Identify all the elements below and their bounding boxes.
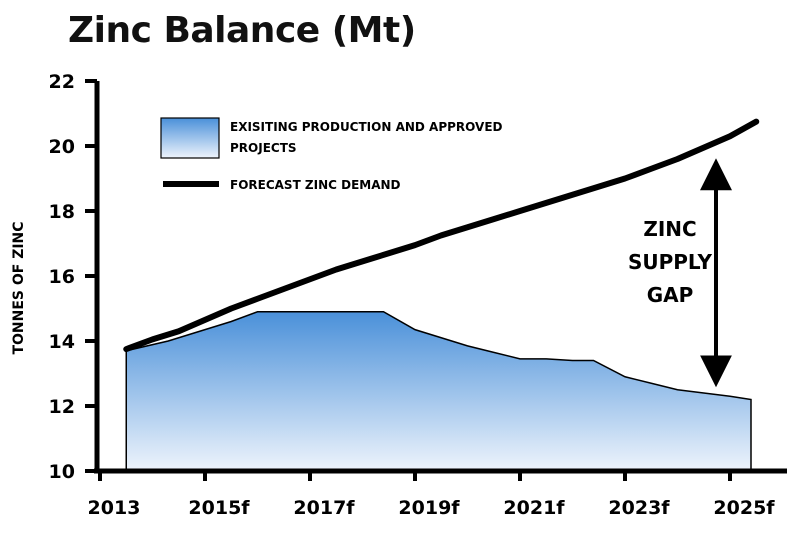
x-tick-label: 2019f — [398, 497, 460, 519]
y-axis-label: TONNES OF ZINC — [11, 221, 27, 354]
x-tick-label: 2017f — [293, 497, 355, 519]
chart-title: Zinc Balance (Mt) — [68, 10, 416, 51]
supply-gap-label: SUPPLY — [628, 250, 713, 274]
supply-gap-label: ZINC — [643, 217, 696, 241]
y-tick-label: 18 — [49, 201, 75, 223]
y-tick-label: 14 — [49, 331, 75, 353]
series-demand-line — [123, 118, 760, 353]
x-tick-label: 2013 — [88, 497, 141, 519]
x-tick-label: 2025f — [713, 497, 775, 519]
legend-label-production-line2: PROJECTS — [230, 141, 297, 155]
legend-label-production: EXISITING PRODUCTION AND APPROVED — [230, 120, 503, 134]
supply-gap-label: GAP — [647, 283, 694, 307]
x-tick-label: 2015f — [188, 497, 250, 519]
legend-swatch-production — [160, 117, 220, 159]
y-tick-label: 16 — [49, 266, 75, 288]
y-tick-label: 12 — [49, 396, 75, 418]
y-tick-label: 22 — [49, 71, 75, 93]
legend-label-demand: FORECAST ZINC DEMAND — [230, 178, 401, 192]
x-tick-label: 2021f — [503, 497, 565, 519]
y-tick-label: 20 — [49, 136, 75, 158]
series-production-area — [125, 311, 752, 472]
x-tick-label: 2023f — [608, 497, 670, 519]
y-tick-label: 10 — [49, 461, 75, 483]
